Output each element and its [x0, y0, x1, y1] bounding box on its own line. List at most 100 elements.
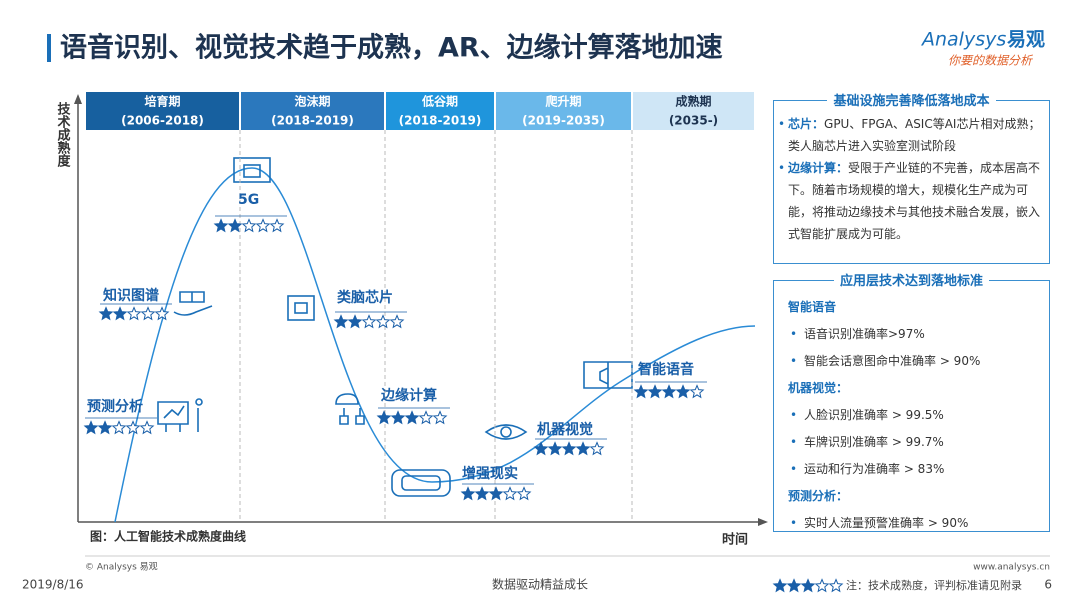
bullet-item: 芯片：GPU、FPGA、ASIC等AI芯片相对成熟；类人脑芯片进入实验室测试阶段 [774, 113, 1043, 157]
star [516, 486, 532, 501]
group-heading: 智能语音 [788, 300, 837, 314]
star [255, 218, 271, 233]
icon-voice [583, 361, 633, 389]
phase-period: (2019-2035) [522, 114, 605, 128]
star-rating [213, 218, 285, 233]
phase-period: (2035-) [669, 114, 718, 128]
star [98, 306, 114, 321]
tech-label: 5G [238, 192, 259, 208]
logo-brand: Analysys [920, 29, 1006, 51]
tech-label: 知识图谱 [103, 287, 159, 304]
axis-arrow [74, 94, 82, 104]
website: www.analysys.cn [973, 563, 1050, 573]
title: 语音识别、视觉技术趋于成熟，AR、边缘计算落地加速 [60, 32, 723, 64]
phase-period: (2018-2019) [399, 114, 482, 128]
icon-chip [294, 302, 308, 314]
logo-name: 易观 [1007, 29, 1045, 51]
star [125, 420, 141, 435]
group-heading: 预测分析： [788, 489, 849, 503]
star [432, 410, 448, 425]
star [154, 306, 170, 321]
metric-item: 智能会话意图命中准确率 > 90% [774, 350, 1049, 372]
star [689, 384, 705, 399]
star [772, 578, 788, 593]
bullet-item: 边缘计算：受限于产业链的不完善，成本居高不下。随着市场规模的增大，规模化生产成为… [774, 157, 1043, 245]
star [269, 218, 285, 233]
star [213, 218, 229, 233]
star [126, 306, 142, 321]
star [241, 218, 257, 233]
copyright: © Analysys 易观 [85, 562, 158, 573]
star [502, 486, 518, 501]
star [661, 384, 677, 399]
phase-name: 培育期 [144, 94, 180, 109]
item-term: 芯片： [788, 117, 825, 131]
icon-book [173, 291, 213, 316]
icon-board [195, 398, 203, 406]
star-rating [376, 410, 448, 425]
panel-title: 基础设施完善降低落地成本 [827, 94, 996, 109]
star [333, 314, 349, 329]
star [589, 441, 605, 456]
logo-tagline: 你要的数据分析 [948, 54, 1034, 68]
star [227, 218, 243, 233]
star [389, 314, 405, 329]
phase-name: 低谷期 [421, 94, 458, 109]
star [547, 441, 563, 456]
star [375, 314, 391, 329]
page-number: 6 [1044, 578, 1052, 592]
star [111, 420, 127, 435]
tech-label: 智能语音 [637, 361, 694, 378]
application-panel: 应用层技术达到落地标准 智能语音语音识别准确率>97% 智能会话意图命中准确率 >… [773, 274, 1050, 534]
icon-cloud [335, 393, 365, 425]
hype-curve [114, 167, 756, 523]
item-text: 受限于产业链的不完善，成本居高不下。随着市场规模的增大，规模化生产成为可能，将推… [788, 161, 1041, 241]
phase-period: (2018-2019) [271, 114, 354, 128]
tech-label: 预测分析 [87, 398, 143, 415]
star [533, 441, 549, 456]
star-rating [533, 441, 605, 456]
phase-name: 成熟期 [675, 94, 711, 109]
metric-item: 实时人流量预警准确率 > 90% [774, 512, 1049, 534]
y-axis-label: 技术成熟度 [55, 101, 72, 168]
star [83, 420, 99, 435]
star [140, 306, 156, 321]
icon-eye [484, 424, 528, 440]
star [404, 410, 420, 425]
star-rating [333, 314, 405, 329]
phase-name: 爬升期 [544, 94, 581, 109]
star-rating [460, 486, 532, 501]
date: 2019/8/16 [22, 578, 84, 592]
star [633, 384, 649, 399]
x-axis-label: 时间 [722, 532, 748, 548]
icon-chip [287, 295, 315, 321]
icon-vr [391, 469, 451, 497]
group-heading: 机器视觉： [788, 381, 849, 395]
phase-name: 泡沫期 [294, 94, 330, 109]
phase-period: (2006-2018) [121, 114, 204, 128]
star-rating [98, 306, 170, 321]
icon-vr [401, 475, 441, 491]
star [474, 486, 490, 501]
star-rating [83, 420, 155, 435]
star-rating [772, 578, 844, 593]
panel-title: 应用层技术达到落地标准 [833, 274, 989, 289]
star [418, 410, 434, 425]
slogan: 数据驱动精益成长 [492, 577, 588, 592]
tech-label: 机器视觉 [537, 421, 593, 438]
phase-band [633, 92, 754, 130]
metric-item: 车牌识别准确率 > 99.7% [774, 431, 1049, 453]
title-bar [47, 34, 51, 62]
star [112, 306, 128, 321]
star [488, 486, 504, 501]
caption: 图：人工智能技术成熟度曲线 [90, 529, 246, 544]
tech-label: 类脑芯片 [337, 289, 393, 306]
star [814, 578, 830, 593]
metric-item: 运动和行为准确率 > 83% [774, 458, 1049, 480]
star [139, 420, 155, 435]
star [647, 384, 663, 399]
phase-band [386, 92, 494, 130]
phase-band [496, 92, 631, 130]
